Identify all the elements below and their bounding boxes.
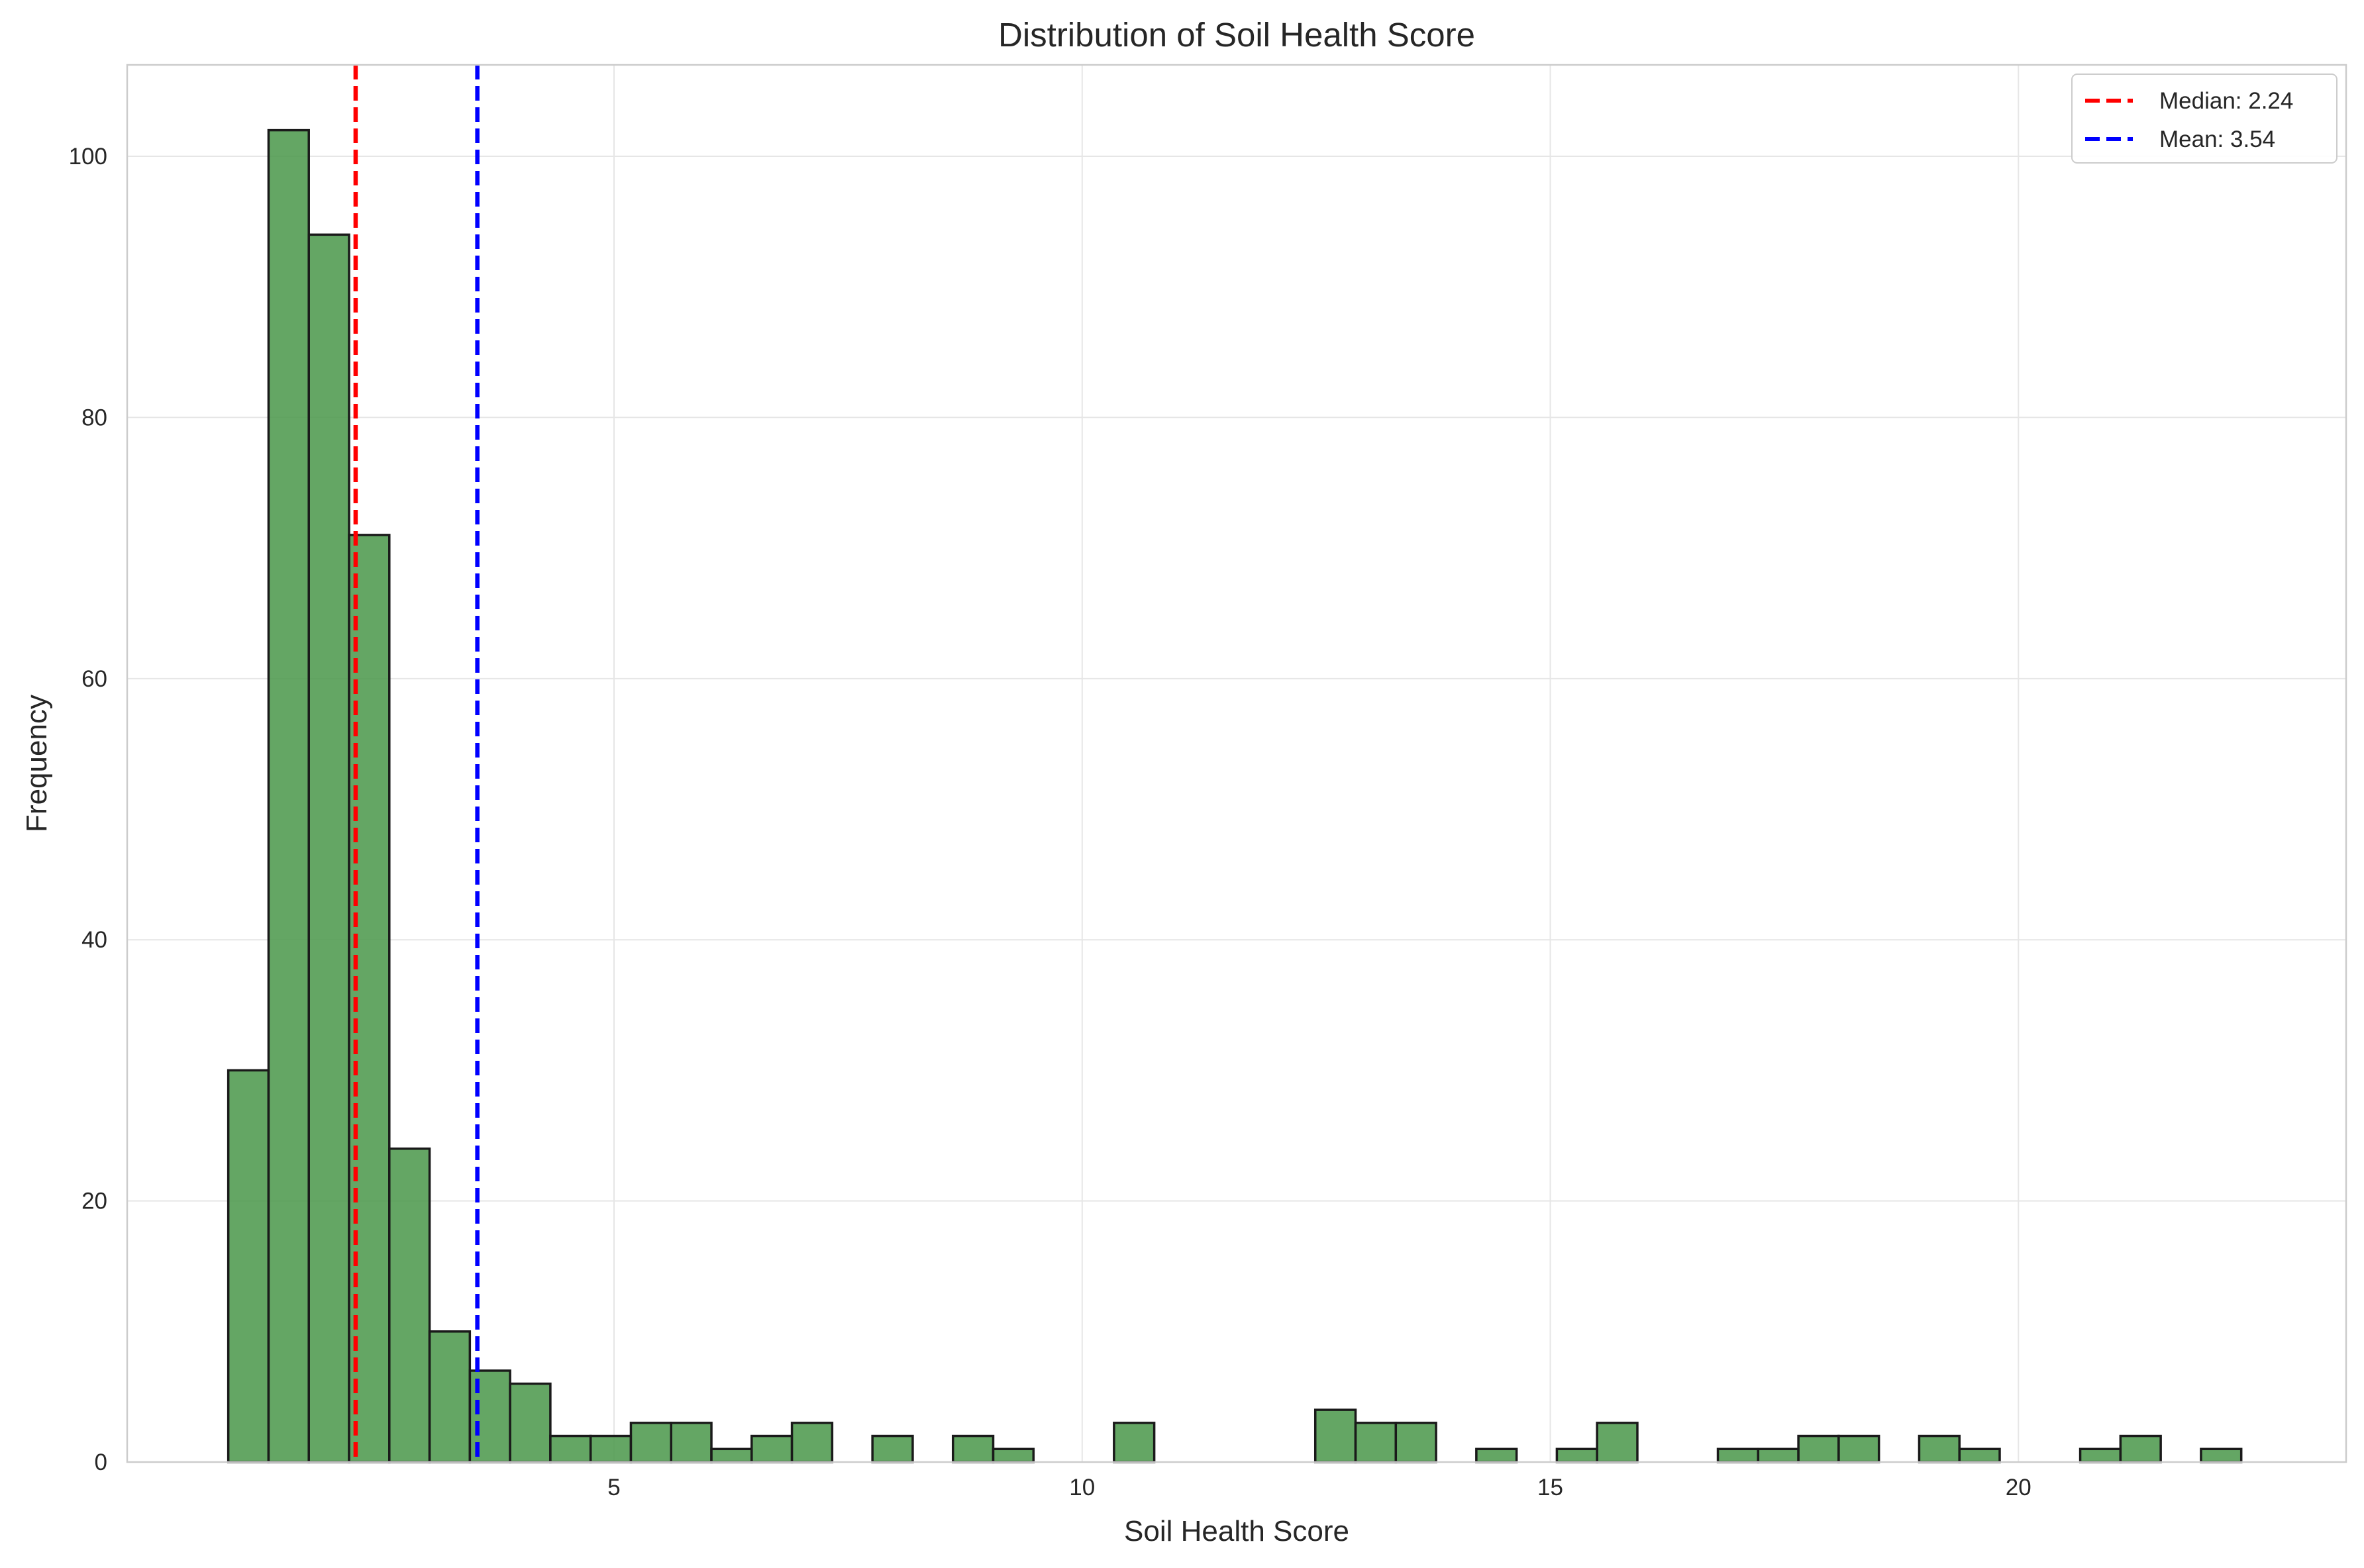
histogram-bar: [1596, 1422, 1639, 1463]
histogram-bar: [1958, 1447, 2001, 1463]
legend-box: [2071, 74, 2338, 164]
histogram-bar: [1837, 1434, 1880, 1463]
x-tick-label: 10: [1069, 1475, 1095, 1500]
histogram-bar: [750, 1434, 794, 1463]
histogram-bar: [1394, 1422, 1437, 1463]
histogram-bar: [549, 1434, 592, 1463]
y-tick-label: 80: [81, 405, 107, 430]
histogram-bar: [1555, 1447, 1598, 1463]
histogram-bar: [428, 1330, 472, 1463]
histogram-bar: [1475, 1447, 1518, 1463]
plot-frame: [126, 64, 2347, 1463]
y-tick-label: 20: [81, 1189, 107, 1214]
histogram-bar: [629, 1422, 672, 1463]
y-tick-label: 0: [95, 1449, 107, 1475]
histogram-bar: [710, 1447, 753, 1463]
histogram-bar: [2079, 1447, 2122, 1463]
histogram-bar: [951, 1434, 995, 1463]
tick-labels: 5 10 15 20 0 20 40 60 80 100: [69, 144, 2031, 1500]
histogram-bar: [227, 1069, 270, 1463]
histogram-bar: [790, 1422, 834, 1463]
histogram-bar: [1313, 1408, 1357, 1463]
histogram-bar: [2200, 1447, 2243, 1463]
histogram-bar: [1757, 1447, 1800, 1463]
histogram-bar: [307, 233, 350, 1463]
chart-title: Distribution of Soil Health Score: [998, 16, 1475, 54]
legend-median-label: Median: 2.24: [2159, 88, 2293, 114]
histogram-bar: [871, 1434, 914, 1463]
histogram-bar: [388, 1147, 431, 1463]
histogram-bar: [1716, 1447, 1760, 1463]
grid-lines: [127, 65, 2346, 1463]
plot-area: [127, 65, 2346, 1462]
y-tick-label: 60: [81, 666, 107, 692]
histogram-bar: [1918, 1434, 1961, 1463]
y-tick-label: 100: [69, 144, 107, 170]
x-tick-label: 5: [607, 1475, 620, 1500]
histogram-bar: [992, 1447, 1035, 1463]
histogram-bar: [267, 128, 310, 1463]
histogram-bar: [1113, 1422, 1156, 1463]
histogram-bar: [1354, 1422, 1398, 1463]
histogram-bar: [2119, 1434, 2162, 1463]
histogram-bar: [509, 1382, 552, 1463]
x-tick-label: 20: [2006, 1475, 2031, 1500]
histogram-bar: [589, 1434, 633, 1463]
x-tick-label: 15: [1537, 1475, 1563, 1500]
legend: Median: 2.24 Mean: 3.54: [2071, 74, 2338, 164]
y-tick-label: 40: [81, 927, 107, 953]
legend-mean-label: Mean: 3.54: [2159, 126, 2275, 152]
x-axis-label: Soil Health Score: [1124, 1515, 1349, 1547]
y-axis-label: Frequency: [21, 695, 53, 832]
histogram-bar: [670, 1422, 713, 1463]
histogram-bar: [1797, 1434, 1840, 1463]
